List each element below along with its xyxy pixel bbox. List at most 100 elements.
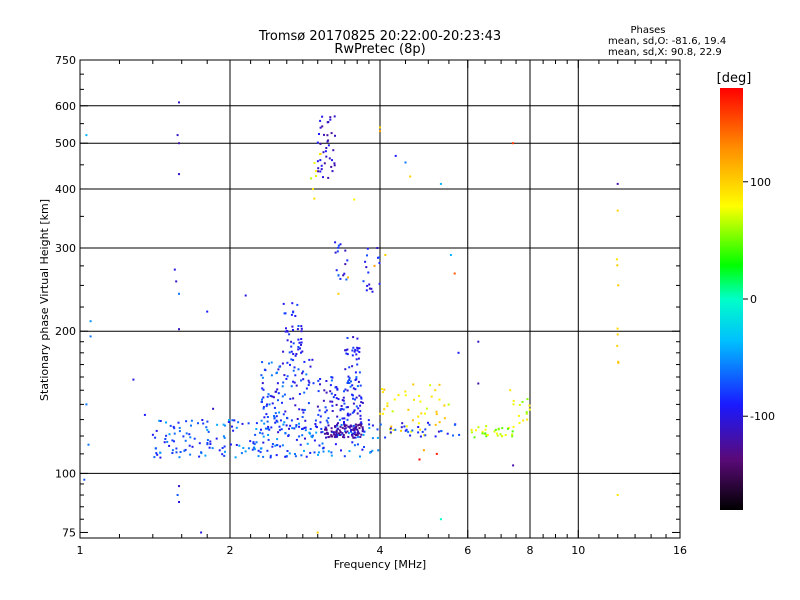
data-point [355, 378, 358, 381]
colorbar-tick-label: 0 [750, 293, 757, 306]
data-point [285, 455, 288, 458]
data-point [188, 444, 191, 447]
data-point [342, 274, 345, 277]
y-tick-label: 600 [55, 100, 76, 113]
data-point [346, 259, 349, 262]
data-point [277, 392, 280, 395]
data-point [357, 407, 360, 410]
data-point [208, 446, 211, 449]
data-point [368, 423, 371, 426]
data-point [278, 425, 281, 428]
data-point [518, 422, 521, 424]
data-point [331, 435, 333, 438]
data-point [281, 362, 284, 365]
data-point [276, 420, 279, 423]
data-point [261, 400, 263, 403]
data-point [346, 418, 349, 421]
data-point [321, 125, 324, 128]
data-point [178, 456, 181, 459]
data-point [288, 427, 290, 430]
data-point [439, 518, 442, 521]
data-point [410, 430, 413, 433]
data-point [321, 442, 324, 445]
data-point [295, 353, 298, 355]
data-point [300, 325, 303, 328]
data-point [301, 434, 304, 437]
data-point [178, 328, 180, 331]
y-tick-labels: 75 100 200 300 400 500 600 750 [55, 54, 76, 539]
data-point [371, 437, 374, 440]
data-point [336, 423, 338, 426]
y-tick-label: 200 [55, 325, 76, 338]
data-point [329, 384, 332, 387]
data-point [353, 409, 356, 412]
data-point [313, 162, 316, 164]
data-point [477, 340, 480, 343]
data-point [475, 429, 477, 432]
data-point [394, 428, 397, 431]
data-point [434, 423, 437, 426]
data-point [361, 448, 364, 451]
data-point [351, 432, 354, 435]
data-point [418, 458, 421, 461]
data-point [493, 430, 496, 433]
data-point [339, 434, 341, 436]
data-point [315, 431, 318, 434]
data-point [326, 121, 329, 124]
data-point [343, 390, 345, 393]
data-point [330, 454, 333, 457]
y-tick-label: 400 [55, 183, 76, 196]
data-point [235, 426, 238, 429]
data-point [327, 176, 330, 179]
data-point [352, 402, 355, 405]
data-point [151, 433, 154, 436]
data-point [348, 426, 351, 429]
data-point [400, 426, 403, 429]
data-point [276, 438, 279, 441]
x-tick-label: 10 [571, 544, 585, 557]
data-point [615, 258, 618, 261]
data-point [179, 451, 182, 453]
data-point [337, 246, 340, 249]
data-point [351, 354, 354, 357]
data-point [259, 451, 262, 454]
data-point [338, 418, 341, 421]
data-point [319, 170, 322, 173]
data-point [206, 310, 209, 313]
data-point [252, 442, 255, 445]
data-point [458, 433, 461, 436]
data-point [355, 376, 358, 379]
data-point [313, 439, 316, 442]
data-point [257, 449, 260, 452]
data-point [376, 247, 379, 249]
data-point [484, 428, 487, 431]
data-point [300, 338, 303, 340]
data-point [232, 429, 235, 432]
data-point [357, 380, 360, 383]
data-point [384, 254, 387, 256]
x-tick-label: 4 [377, 544, 384, 557]
data-point [361, 428, 364, 431]
data-point [346, 414, 349, 417]
data-point [325, 428, 328, 431]
data-point [371, 290, 374, 293]
data-point [356, 432, 359, 435]
data-point [307, 379, 310, 382]
data-point [330, 165, 333, 168]
data-point [351, 349, 354, 352]
data-point [496, 434, 499, 437]
data-point [525, 411, 528, 414]
data-point [316, 405, 319, 408]
data-point [453, 423, 456, 426]
data-point [260, 428, 262, 431]
data-point [350, 380, 352, 383]
data-point [356, 385, 359, 388]
data-point [324, 150, 327, 153]
data-point [327, 144, 330, 147]
data-point [318, 133, 320, 135]
data-point [286, 361, 289, 364]
data-point [438, 398, 441, 401]
data-point [260, 447, 263, 450]
data-point [224, 424, 226, 427]
data-point [294, 453, 296, 455]
